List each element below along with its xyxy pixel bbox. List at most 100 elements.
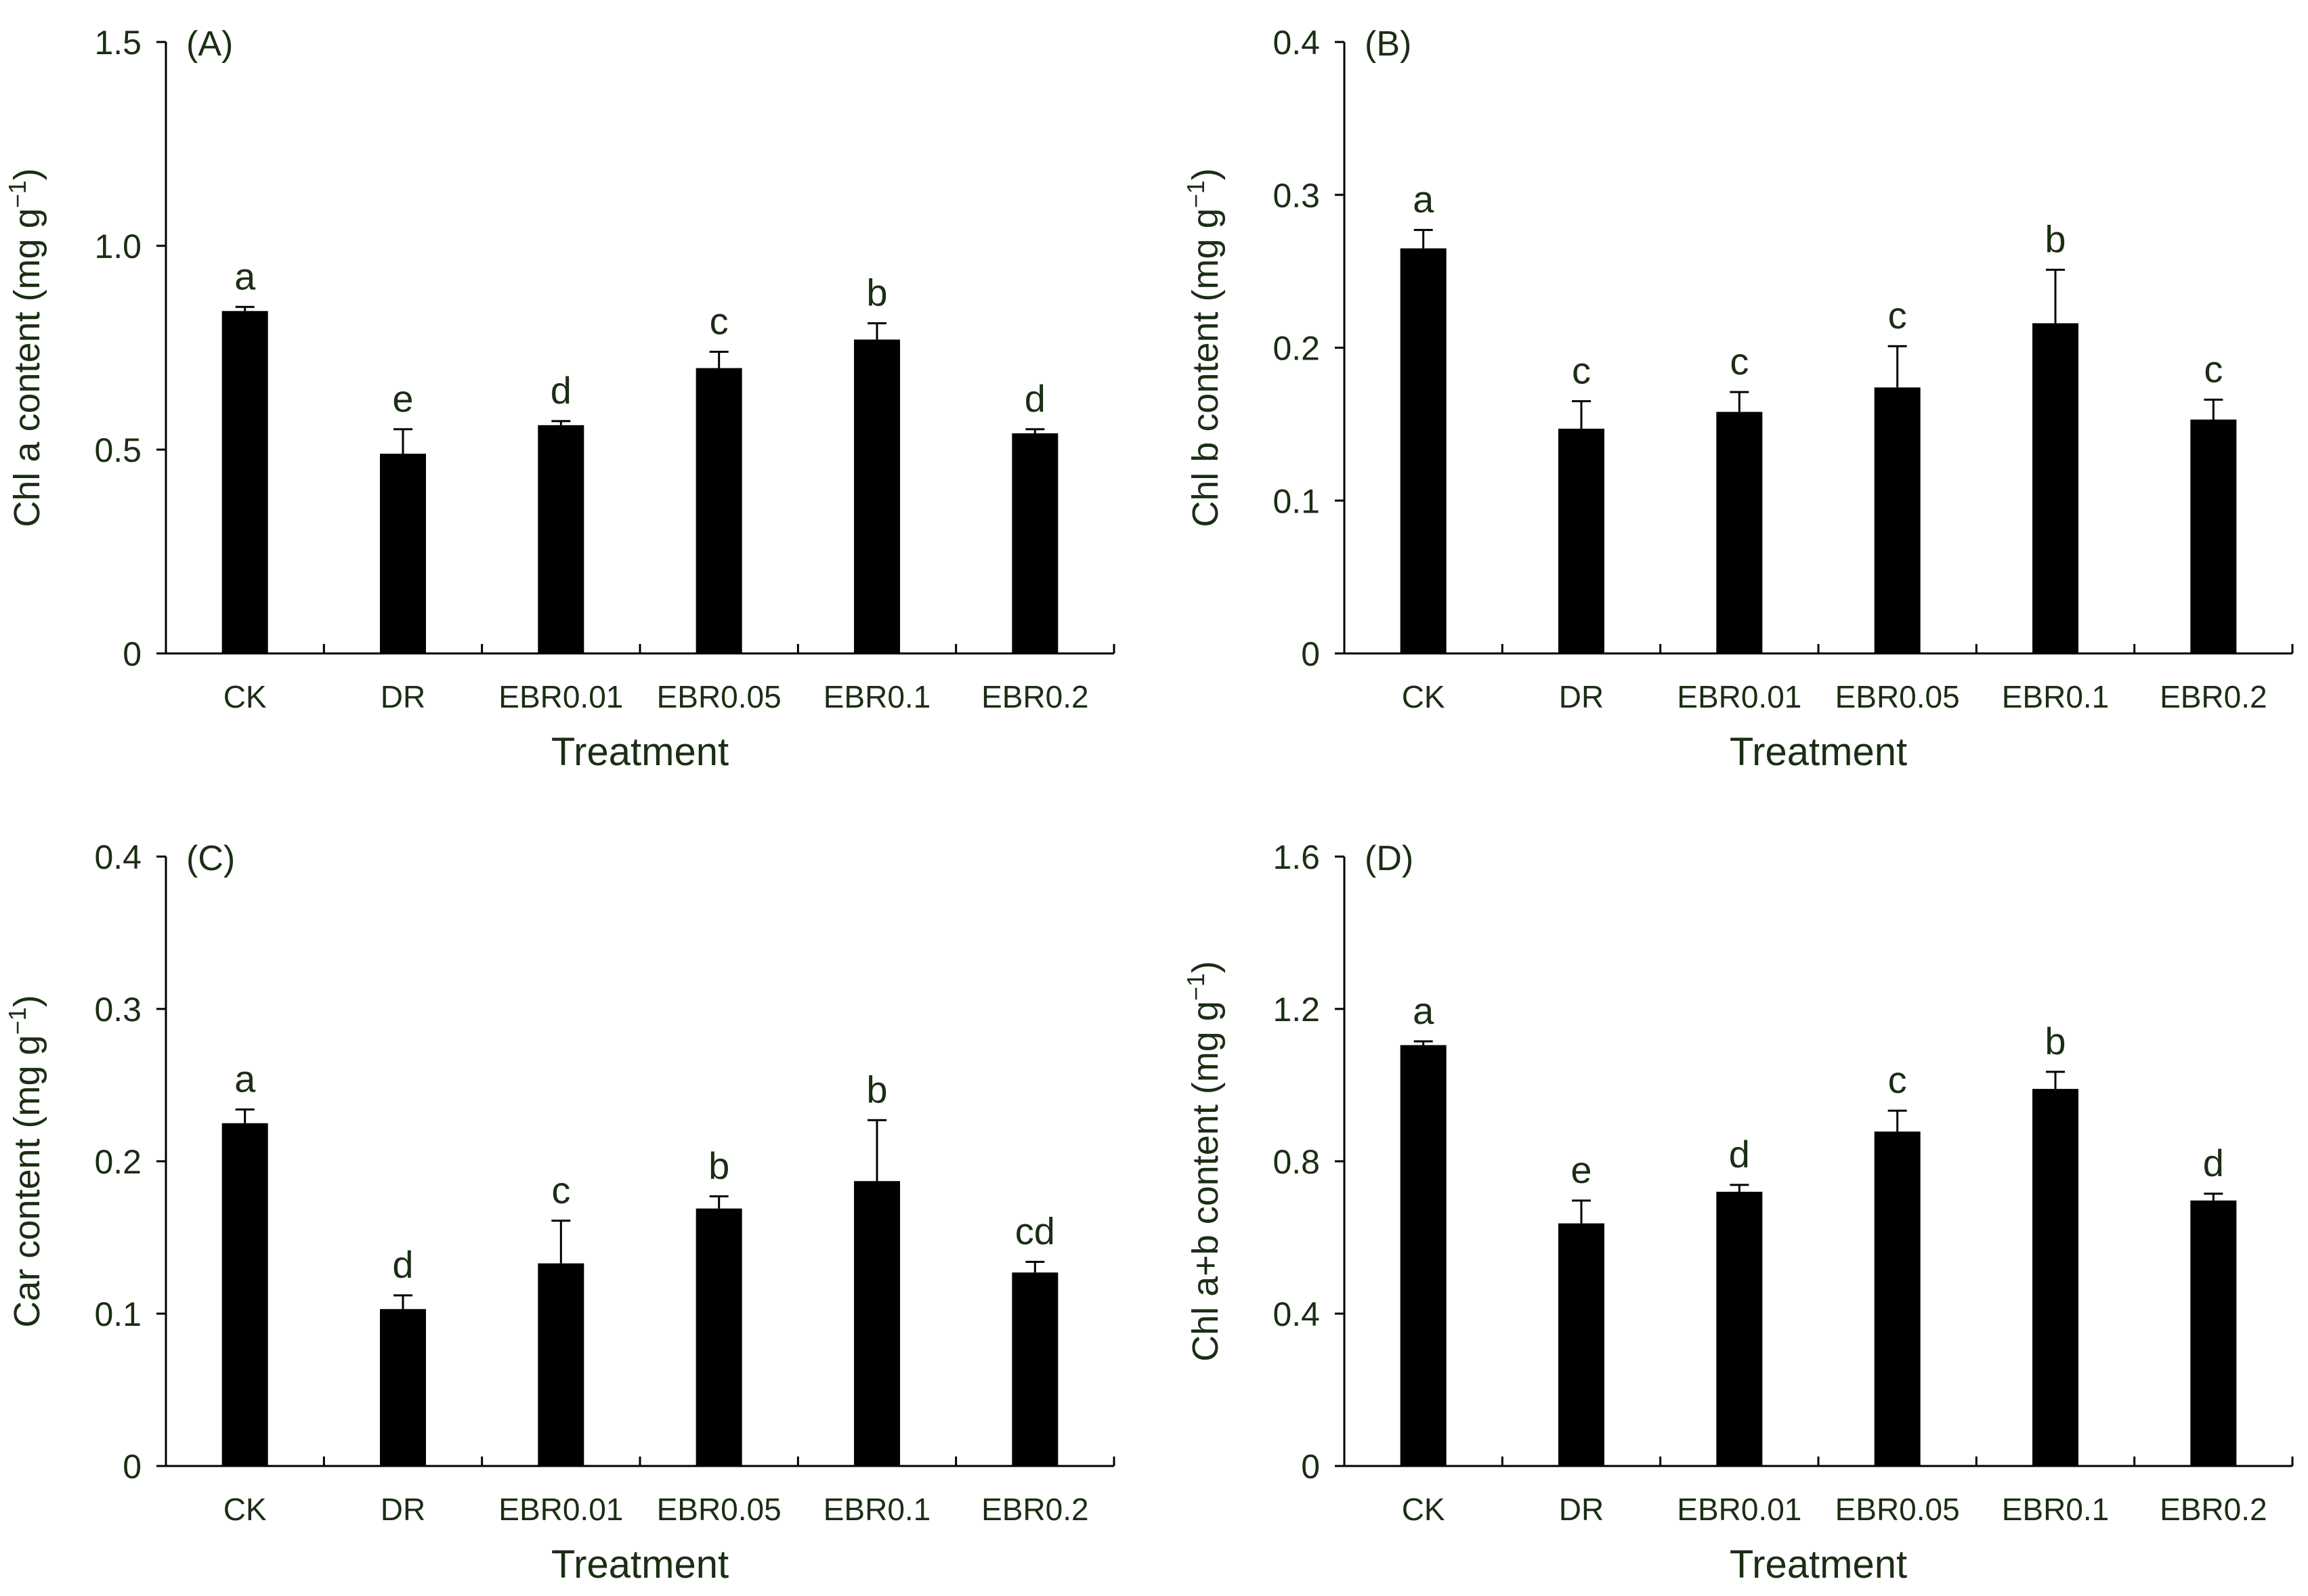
y-tick-label: 0.4 bbox=[1273, 1295, 1320, 1333]
category-label: CK bbox=[1402, 1492, 1445, 1527]
y-axis-title: Chl a content (mg g−1) bbox=[3, 168, 48, 527]
category-label: CK bbox=[223, 1492, 267, 1527]
significance-letter: cd bbox=[1015, 1210, 1055, 1253]
significance-letter: c bbox=[1730, 340, 1749, 383]
significance-letter: e bbox=[392, 377, 413, 420]
bar-EBR0.01 bbox=[1716, 412, 1763, 653]
x-axis-title: Treatment bbox=[1730, 1543, 1907, 1587]
significance-letter: b bbox=[2045, 217, 2066, 260]
category-label: DR bbox=[381, 1492, 425, 1527]
bar-CK bbox=[221, 1123, 268, 1466]
significance-letter: d bbox=[392, 1243, 413, 1286]
bar-EBR0.05 bbox=[696, 1208, 742, 1466]
bar-EBR0.2 bbox=[1012, 1272, 1059, 1466]
category-label: EBR0.01 bbox=[1677, 1492, 1801, 1527]
bar-EBR0.2 bbox=[2190, 419, 2237, 653]
y-tick-label: 1.6 bbox=[1273, 838, 1320, 876]
significance-letter: c bbox=[551, 1169, 570, 1211]
category-label: DR bbox=[381, 679, 425, 714]
category-label: CK bbox=[1402, 679, 1445, 714]
category-label: EBR0.01 bbox=[498, 1492, 623, 1527]
category-label: EBR0.05 bbox=[657, 679, 782, 714]
panel-label: (D) bbox=[1365, 839, 1413, 878]
bar-EBR0.01 bbox=[538, 425, 584, 653]
significance-letter: a bbox=[1413, 178, 1434, 221]
bar-EBR0.05 bbox=[1874, 1131, 1921, 1466]
category-label: EBR0.2 bbox=[2160, 1492, 2267, 1527]
category-label: EBR0.01 bbox=[1677, 679, 1801, 714]
bar-EBR0.1 bbox=[854, 339, 900, 653]
panel-label: (B) bbox=[1365, 24, 1411, 64]
significance-letter: b bbox=[866, 271, 887, 314]
bar-EBR0.01 bbox=[538, 1263, 584, 1466]
category-label: CK bbox=[223, 679, 267, 714]
significance-letter: b bbox=[2045, 1020, 2066, 1062]
panel-label: (C) bbox=[186, 839, 235, 878]
significance-letter: d bbox=[2203, 1142, 2224, 1184]
chart-panel-1: 0 0.5 1.0 1.5 a CK e DR d EBR0.01 c EBR0.05 b EBR0.1 d… bbox=[3, 24, 1115, 774]
y-tick-label: 0.4 bbox=[1273, 24, 1320, 62]
significance-letter: d bbox=[551, 369, 572, 412]
y-tick-label: 0.8 bbox=[1273, 1143, 1320, 1181]
y-axis-title: Car content (mg g−1) bbox=[3, 995, 48, 1327]
significance-letter: a bbox=[234, 255, 256, 297]
y-axis-title: Chl a+b content (mg g−1) bbox=[1182, 961, 1226, 1362]
y-tick-label: 0.5 bbox=[94, 431, 142, 469]
category-label: EBR0.1 bbox=[2002, 679, 2110, 714]
y-tick-label: 1.0 bbox=[94, 228, 142, 265]
category-label: EBR0.01 bbox=[498, 679, 623, 714]
y-tick-label: 1.5 bbox=[94, 24, 142, 62]
significance-letter: b bbox=[708, 1144, 729, 1187]
category-label: EBR0.1 bbox=[824, 1492, 931, 1527]
bar-CK bbox=[1400, 248, 1447, 653]
category-label: EBR0.1 bbox=[2002, 1492, 2110, 1527]
chart-panel-2: 0 0.1 0.2 0.3 0.4 a CK c DR c EBR0.01 c EBR0.05 b EBR0… bbox=[1182, 24, 2294, 774]
y-tick-label: 0.1 bbox=[1273, 482, 1320, 520]
bar-EBR0.2 bbox=[1012, 433, 1059, 653]
significance-letter: c bbox=[1888, 1058, 1907, 1101]
category-label: DR bbox=[1559, 1492, 1604, 1527]
y-tick-label: 0.2 bbox=[1273, 330, 1320, 368]
bar-EBR0.1 bbox=[2032, 1089, 2078, 1466]
y-tick-label: 0.4 bbox=[94, 838, 142, 876]
significance-letter: a bbox=[234, 1058, 256, 1100]
bar-EBR0.05 bbox=[1874, 387, 1921, 653]
significance-letter: d bbox=[1025, 377, 1046, 420]
category-label: EBR0.05 bbox=[1835, 679, 1960, 714]
y-tick-label: 0.1 bbox=[94, 1295, 142, 1333]
category-label: EBR0.2 bbox=[981, 679, 1089, 714]
significance-letter: c bbox=[710, 300, 729, 343]
y-tick-label: 1.2 bbox=[1273, 991, 1320, 1029]
category-label: DR bbox=[1559, 679, 1604, 714]
category-label: EBR0.05 bbox=[657, 1492, 782, 1527]
significance-letter: e bbox=[1570, 1148, 1591, 1191]
x-axis-title: Treatment bbox=[1730, 730, 1907, 774]
bar-CK bbox=[221, 311, 268, 653]
bar-DR bbox=[1558, 1223, 1604, 1466]
bar-EBR0.1 bbox=[854, 1181, 900, 1466]
category-label: EBR0.2 bbox=[2160, 679, 2267, 714]
x-axis-title: Treatment bbox=[551, 730, 729, 774]
bar-DR bbox=[380, 1309, 426, 1466]
chart-panel-3: 0 0.1 0.2 0.3 0.4 a CK d DR c EBR0.01 b EBR0.05 b EBR0… bbox=[3, 838, 1115, 1587]
bar-CK bbox=[1400, 1045, 1447, 1466]
y-tick-label: 0 bbox=[123, 635, 142, 673]
significance-letter: d bbox=[1729, 1133, 1750, 1176]
category-label: EBR0.1 bbox=[824, 679, 931, 714]
bar-EBR0.2 bbox=[2190, 1200, 2237, 1466]
significance-letter: c bbox=[2204, 347, 2223, 390]
significance-letter: b bbox=[866, 1068, 887, 1110]
y-tick-label: 0 bbox=[1301, 635, 1320, 673]
y-tick-label: 0.3 bbox=[94, 991, 142, 1029]
chart-panel-4: 0 0.4 0.8 1.2 1.6 a CK e DR d EBR0.01 c EBR0.05 b EBR0… bbox=[1182, 838, 2294, 1587]
y-tick-label: 0 bbox=[123, 1448, 142, 1486]
bar-EBR0.1 bbox=[2032, 323, 2078, 653]
category-label: EBR0.2 bbox=[981, 1492, 1089, 1527]
significance-letter: a bbox=[1413, 989, 1434, 1032]
y-tick-label: 0.2 bbox=[94, 1143, 142, 1181]
bar-DR bbox=[1558, 429, 1604, 653]
y-axis-title: Chl b content (mg g−1) bbox=[1182, 168, 1226, 527]
panel-label: (A) bbox=[186, 24, 233, 64]
bar-EBR0.05 bbox=[696, 368, 742, 653]
